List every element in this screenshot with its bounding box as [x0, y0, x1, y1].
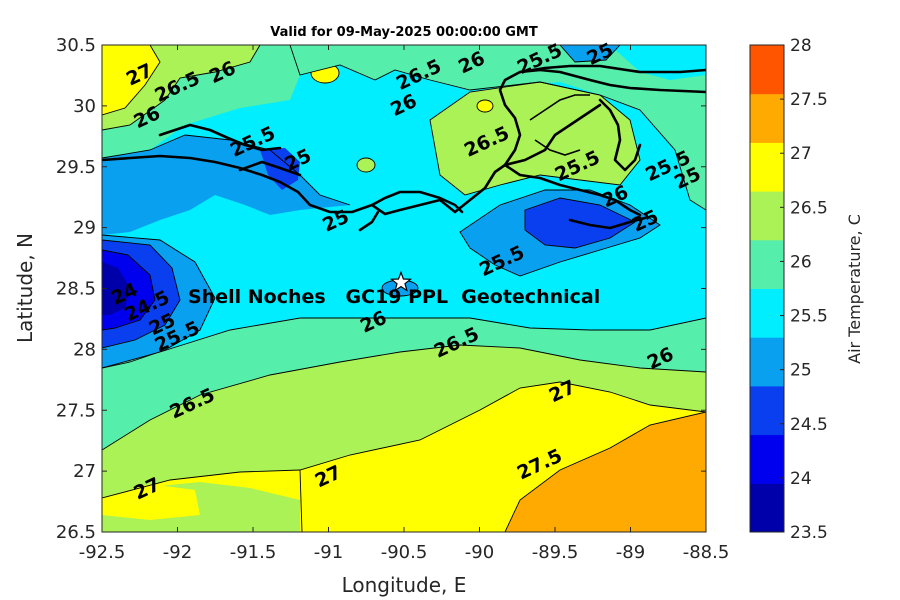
- y-tick-label: 30: [73, 96, 96, 117]
- colorbar-segment: [750, 142, 784, 192]
- x-axis-label: Longitude, E: [342, 573, 467, 597]
- colorbar-segment: [750, 191, 784, 241]
- colorbar: 23.5 24 24.5 25 25.5 26 26.5 27 27.5 28: [749, 36, 828, 543]
- colorbar-tick-label: 27: [790, 144, 812, 164]
- isolines: [102, 45, 706, 532]
- map-title: Valid for 09-May-2025 00:00:00 GMT: [270, 25, 538, 40]
- colorbar-tick-label: 25: [790, 361, 812, 381]
- band-27-27_5-nw: [102, 45, 160, 115]
- x-tick-label: -92: [163, 542, 192, 563]
- colorbar-segment: [750, 288, 784, 338]
- x-tick-label: -88.5: [683, 542, 730, 563]
- colorbar-segment: [750, 93, 784, 143]
- coastline: [102, 64, 706, 232]
- y-tick-label: 29: [73, 218, 96, 239]
- y-tick-label: 27: [73, 461, 96, 482]
- colorbar-segment: [750, 385, 784, 436]
- colorbar-tick-label: 27.5: [790, 90, 828, 110]
- x-tick-label: -90.5: [381, 542, 428, 563]
- y-tick-label: 28.5: [56, 279, 96, 300]
- colorbar-label: Air Temperature, C: [845, 214, 864, 364]
- band-25-25_5-coast: [102, 135, 350, 235]
- x-tick-label: -91.5: [230, 542, 277, 563]
- location-annotation: Shell Noches GC19 PPL Geotechnical: [188, 286, 600, 308]
- band-25-25_5-ne: [560, 45, 620, 62]
- colorbar-tick-label: 28: [790, 36, 812, 56]
- colorbar-tick-label: 24.5: [790, 415, 828, 435]
- y-tick-label: 26.5: [56, 522, 96, 543]
- y-axis-label: Latitude, N: [13, 233, 37, 343]
- colorbar-frame: [749, 44, 785, 533]
- band-27-27_5-sw-blob: [102, 484, 200, 520]
- x-tick-label: -89.5: [532, 542, 579, 563]
- x-tick-label: -91: [314, 542, 343, 563]
- colorbar-tick-label: 25.5: [790, 307, 828, 327]
- y-axis-ticks: 26.5 27 27.5 28 28.5 29 29.5 30 30.5: [56, 35, 706, 543]
- y-tick-label: 30.5: [56, 35, 96, 56]
- colorbar-segment: [750, 483, 784, 533]
- x-tick-label: -89: [616, 542, 645, 563]
- band-26-26_5-n: [290, 45, 706, 210]
- colorbar-tick-label: 26: [790, 252, 812, 272]
- colorbar-tick-label: 23.5: [790, 523, 828, 543]
- y-tick-label: 27.5: [56, 400, 96, 421]
- x-tick-label: -90: [465, 542, 494, 563]
- contour-fill: [102, 45, 706, 532]
- colorbar-segment: [750, 337, 784, 387]
- band-27-small: [476, 99, 494, 113]
- band-26_5-small: [356, 157, 376, 173]
- x-tick-label: -92.5: [79, 542, 126, 563]
- colorbar-segment: [750, 434, 784, 484]
- band-27_5-28-s: [505, 412, 706, 532]
- colorbar-tick-label: 26.5: [790, 198, 828, 218]
- colorbar-segment: [750, 239, 784, 289]
- y-tick-label: 29.5: [56, 157, 96, 178]
- y-tick-label: 28: [73, 339, 96, 360]
- colorbar-tick-label: 24: [790, 469, 812, 489]
- band-23_5-24-sw: [102, 262, 130, 315]
- colorbar-segment: [750, 45, 784, 95]
- star-icon: [389, 270, 413, 292]
- x-axis-ticks: -92.5 -92 -91.5 -91 -90.5 -90 -89.5 -89 -88.5: [79, 45, 730, 563]
